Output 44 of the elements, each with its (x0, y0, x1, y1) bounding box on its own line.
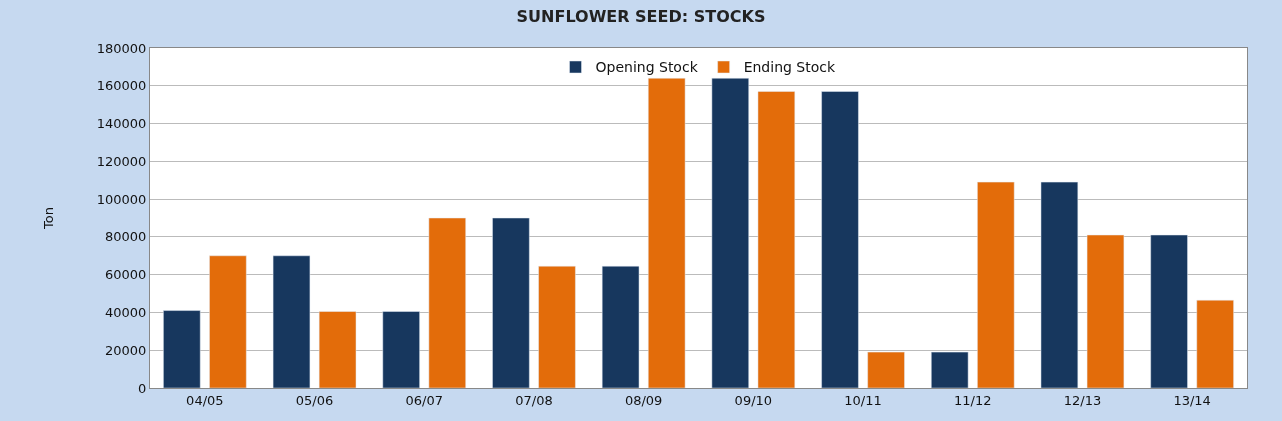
bar (648, 77, 686, 388)
x-tick-label: 11/12 (954, 392, 992, 408)
x-tick-label: 12/13 (1063, 392, 1102, 408)
y-tick-label: 180000 (96, 40, 147, 56)
x-tick-label: 07/08 (515, 392, 553, 408)
bar (538, 265, 576, 388)
bar (821, 91, 859, 388)
y-tick-label: 120000 (96, 153, 147, 169)
x-tick-label: 09/10 (734, 392, 773, 408)
bar (1086, 234, 1125, 388)
legend-label: Opening Stock (595, 59, 699, 76)
bar (757, 91, 796, 388)
x-tick-label: 08/09 (624, 392, 663, 408)
bar (318, 311, 357, 388)
bar (867, 351, 905, 388)
bar (163, 310, 201, 388)
y-tick-label: 60000 (105, 267, 147, 283)
y-tick-label: 40000 (105, 304, 147, 320)
x-tick-label: 13/14 (1173, 392, 1211, 408)
bar (1150, 234, 1188, 388)
y-tick-label: 100000 (96, 191, 147, 207)
y-tick-label: 160000 (96, 78, 147, 94)
y-tick-label: 80000 (105, 229, 147, 245)
x-tick-label: 04/05 (186, 392, 224, 408)
bar (382, 311, 420, 388)
bar (1040, 181, 1079, 388)
y-tick-label: 140000 (96, 116, 147, 132)
x-tick-label: 10/11 (844, 392, 882, 408)
bar (492, 217, 530, 388)
bar (977, 181, 1015, 388)
bar (1196, 299, 1234, 388)
x-tick-label: 06/07 (405, 392, 443, 408)
bar (428, 217, 466, 388)
bar (209, 255, 247, 388)
y-tick-label: 20000 (105, 342, 147, 358)
bar (601, 265, 640, 388)
legend-label: Ending Stock (743, 59, 836, 76)
bar (272, 255, 311, 388)
x-tick-label: 05/06 (295, 392, 334, 408)
y-tick-label: 0 (138, 380, 147, 396)
bar (711, 77, 749, 388)
bar (931, 351, 969, 388)
y-axis-title: Ton (40, 207, 56, 230)
chart-title: SUNFLOWER SEED: STOCKS (516, 6, 766, 26)
